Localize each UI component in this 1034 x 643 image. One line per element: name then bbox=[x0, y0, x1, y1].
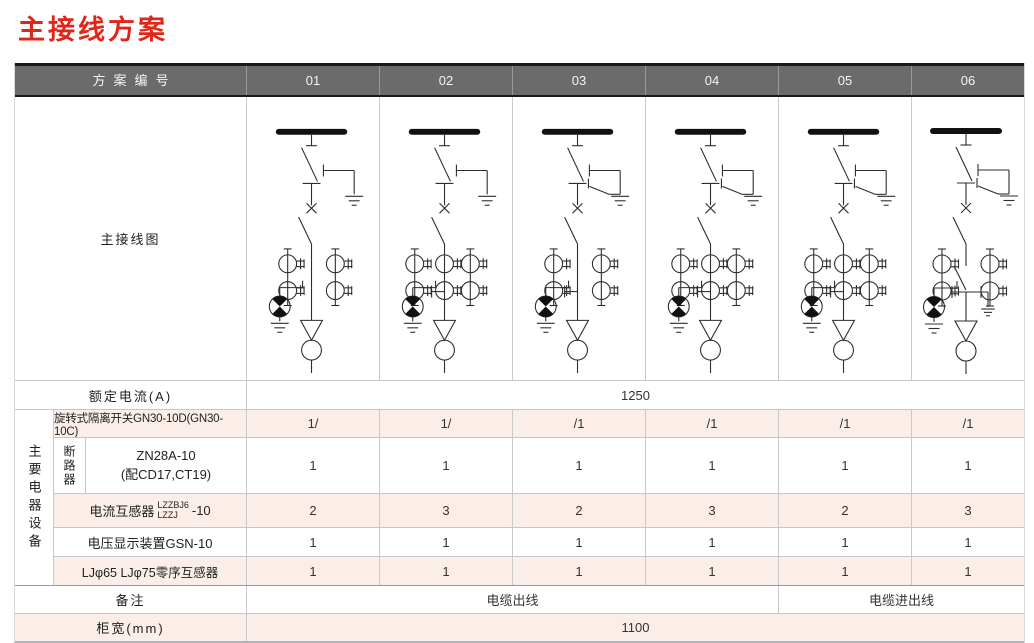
equipment-count: 2 bbox=[247, 494, 380, 527]
equipment-count: 1 bbox=[646, 528, 779, 556]
equipment-count: 3 bbox=[964, 503, 972, 518]
page-title: 主接线方案 bbox=[18, 15, 168, 45]
equipment-count: /1 bbox=[779, 410, 912, 437]
ct-label-suffix: -10 bbox=[191, 503, 211, 518]
equipment-row-label: LJφ65 LJφ75零序互感器 bbox=[54, 557, 247, 585]
equipment-row-label: 断路器 ZN28A-10 (配CD17,CT19) bbox=[54, 438, 247, 493]
equipment-row-label: 电流互感器 LZZBJ6 LZZJ -10 bbox=[54, 494, 247, 527]
equipment-row: 电压显示装置GSN-10 1 1 1 1 1 1 bbox=[54, 527, 1024, 556]
equipment-count: 1 bbox=[513, 528, 646, 556]
wiring-diagram-04 bbox=[646, 97, 779, 380]
equipment-count: 1 bbox=[779, 528, 912, 556]
equipment-count: 1/ bbox=[247, 410, 380, 437]
equipment-row: 电流互感器 LZZBJ6 LZZJ -10 2 3 2 3 2 3 bbox=[54, 493, 1024, 527]
wiring-diagram-03 bbox=[513, 97, 646, 380]
diagram-row-label: 主接线图 bbox=[15, 97, 247, 380]
wiring-diagram-06 bbox=[912, 97, 1024, 380]
breaker-model-line2: (配CD17,CT19) bbox=[120, 466, 212, 482]
scheme-number: 06 bbox=[960, 73, 976, 88]
scheme-table: 方案编号 01 02 03 04 05 06 主接线图 额定电流(A) 1250 主要电器… bbox=[14, 63, 1025, 643]
equipment-row: LJφ65 LJφ75零序互感器 1 1 1 1 1 1 bbox=[54, 556, 1024, 585]
breaker-sub-cell: 断路器 bbox=[54, 438, 86, 493]
equipment-count: 1/ bbox=[380, 410, 513, 437]
wiring-diagram-05 bbox=[779, 97, 912, 380]
equipment-group-label: 主要电器设备 bbox=[26, 443, 42, 552]
equipment-count: 3 bbox=[380, 494, 513, 527]
remark-span: 电缆进出线 bbox=[868, 593, 934, 608]
breaker-model-label: ZN28A-10 (配CD17,CT19) bbox=[86, 438, 246, 493]
wiring-diagram-02 bbox=[380, 97, 513, 380]
cabinet-width-row: 柜宽(mm) 1100 bbox=[15, 613, 1024, 643]
equipment-count: 1 bbox=[964, 563, 972, 579]
equipment-count: 1 bbox=[646, 557, 779, 585]
rated-current-value: 1250 bbox=[621, 387, 650, 403]
ct-label-prefix: 电流互感器 bbox=[89, 504, 155, 519]
ct-model-stack: LZZBJ6 LZZJ bbox=[157, 500, 189, 520]
equipment-count: 2 bbox=[779, 494, 912, 527]
remark-span: 电缆出线 bbox=[247, 586, 779, 613]
equipment-count: 1 bbox=[513, 557, 646, 585]
equipment-count: 3 bbox=[646, 494, 779, 527]
rated-current-label: 额定电流(A) bbox=[15, 381, 247, 409]
equipment-count: 1 bbox=[964, 534, 972, 550]
equipment-count: /1 bbox=[513, 410, 646, 437]
diagram-row: 主接线图 bbox=[15, 97, 1024, 380]
equipment-row: 断路器 ZN28A-10 (配CD17,CT19) 1 1 1 1 1 1 bbox=[54, 437, 1024, 493]
ct-model-bottom: LZZJ bbox=[157, 509, 178, 520]
equipment-row-label: 旋转式隔离开关GN30-10D(GN30-10C) bbox=[54, 410, 247, 438]
equipment-count: 1 bbox=[513, 438, 646, 493]
scheme-header-row: 方案编号 01 02 03 04 05 06 bbox=[15, 63, 1024, 97]
cabinet-width-label: 柜宽(mm) bbox=[15, 614, 247, 641]
equipment-count: 1 bbox=[380, 557, 513, 585]
scheme-number: 03 bbox=[513, 66, 646, 95]
remark-row: 备注 电缆出线 电缆进出线 bbox=[15, 585, 1024, 613]
equipment-count: 1 bbox=[380, 528, 513, 556]
equipment-count: 1 bbox=[247, 557, 380, 585]
equipment-count: 2 bbox=[513, 494, 646, 527]
equipment-count: 1 bbox=[779, 557, 912, 585]
remark-label: 备注 bbox=[15, 586, 247, 613]
ct-model-top: LZZBJ6 bbox=[157, 500, 189, 510]
equipment-count: 1 bbox=[247, 438, 380, 493]
equipment-row-label: 电压显示装置GSN-10 bbox=[54, 528, 247, 556]
wiring-diagram-01 bbox=[247, 97, 380, 380]
scheme-number: 01 bbox=[247, 66, 380, 95]
equipment-count: 1 bbox=[779, 438, 912, 493]
rated-current-row: 额定电流(A) 1250 bbox=[15, 380, 1024, 409]
equipment-count: /1 bbox=[962, 416, 974, 431]
ct-label-group: 电流互感器 LZZBJ6 LZZJ -10 bbox=[89, 500, 211, 520]
breaker-model-line1: ZN28A-10 bbox=[136, 447, 196, 463]
equipment-count: /1 bbox=[646, 410, 779, 437]
scheme-number: 05 bbox=[779, 66, 912, 95]
equipment-count: 1 bbox=[380, 438, 513, 493]
breaker-sub-label: 断路器 bbox=[62, 444, 76, 487]
equipment-count: 1 bbox=[247, 528, 380, 556]
equipment-count: 1 bbox=[646, 438, 779, 493]
equipment-count: 1 bbox=[964, 458, 972, 473]
scheme-number: 02 bbox=[380, 66, 513, 95]
equipment-group-cell: 主要电器设备 bbox=[15, 410, 54, 585]
breaker-label-group: 断路器 ZN28A-10 (配CD17,CT19) bbox=[54, 438, 246, 493]
scheme-header-label: 方案编号 bbox=[15, 66, 247, 95]
equipment-rows: 旋转式隔离开关GN30-10D(GN30-10C) 1/1//1/1/1/1 断路器… bbox=[54, 410, 1024, 585]
cabinet-width-value: 1100 bbox=[621, 620, 650, 635]
equipment-row: 旋转式隔离开关GN30-10D(GN30-10C) 1/1//1/1/1/1 bbox=[54, 410, 1024, 438]
scheme-number: 04 bbox=[646, 66, 779, 95]
equipment-block: 主要电器设备 旋转式隔离开关GN30-10D(GN30-10C) 1/1//1/1… bbox=[15, 409, 1024, 585]
